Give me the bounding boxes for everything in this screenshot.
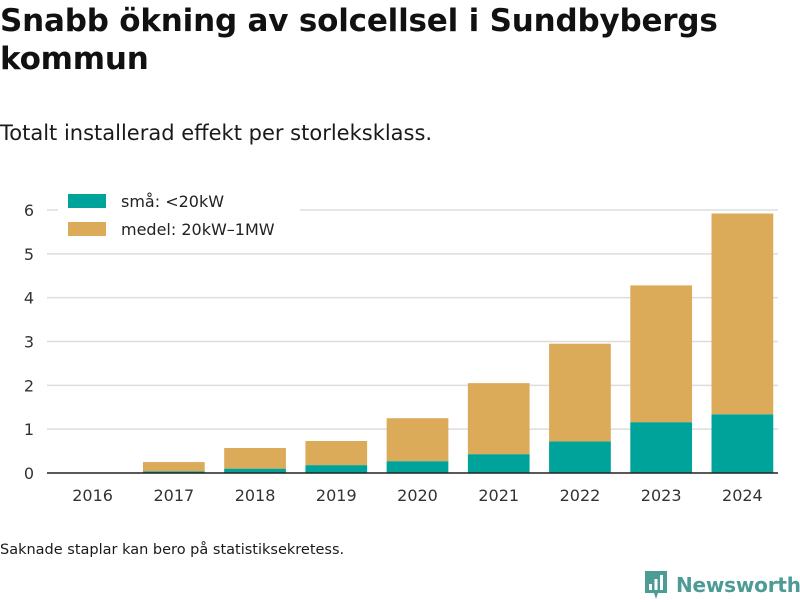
bar-segment [224,448,286,469]
y-tick-label: 4 [24,289,34,308]
legend-swatch [68,194,106,208]
brand-name: Newsworthy [676,573,800,597]
y-tick-label: 0 [24,464,34,483]
x-tick-label: 2023 [641,486,682,505]
x-axis-ticks: 2016 2017 2018 2019 2020 2021 2022 2023 2024 [72,486,762,505]
y-tick-label: 6 [24,201,34,220]
y-tick-label: 2 [24,376,34,395]
legend-label: medel: 20kW–1MW [121,220,275,239]
chart-title: Snabb ökning av solcellsel i Sundbybergs… [0,3,718,77]
bar-segment [142,471,205,473]
y-tick-label: 5 [24,245,34,264]
bar-segment [386,418,449,462]
bar-segment [467,383,530,455]
bar-segment [549,343,611,442]
x-tick-label: 2019 [316,486,357,505]
x-tick-label: 2021 [478,486,519,505]
x-tick-label: 2018 [235,486,276,505]
x-tick-label: 2024 [722,486,763,505]
legend: små: <20kW medel: 20kW–1MW [58,184,300,244]
bar-segment [711,414,774,473]
bar-segment [630,422,693,473]
x-tick-label: 2016 [72,486,113,505]
bar-segment [549,441,611,473]
bar-segment [142,462,205,472]
bar-segment [224,468,286,473]
brand-logo[interactable]: Newsworthy [643,568,800,602]
x-tick-label: 2022 [560,486,601,505]
bar-segment [630,285,693,423]
y-tick-label: 3 [24,333,34,352]
x-tick-label: 2017 [153,486,194,505]
legend-label: små: <20kW [121,192,224,211]
bar-chart: 0 1 2 3 4 5 6 2016 2017 2018 2019 2020 2021 2022 2023… [23,184,778,505]
bars [142,213,774,473]
chart-subtitle: Totalt installerad effekt per storlekskl… [0,121,433,145]
bar-segment [711,213,774,415]
legend-swatch [68,222,106,236]
x-tick-label: 2020 [397,486,438,505]
y-axis-ticks: 0 1 2 3 4 5 6 [24,201,34,483]
bar-segment [386,461,449,473]
footnote: Saknade staplar kan bero på statistiksek… [0,542,345,558]
bar-segment [467,454,530,473]
bar-segment [305,465,368,473]
newsworthy-logo-icon [645,571,667,599]
y-tick-label: 1 [24,420,34,439]
bar-segment [305,441,368,466]
